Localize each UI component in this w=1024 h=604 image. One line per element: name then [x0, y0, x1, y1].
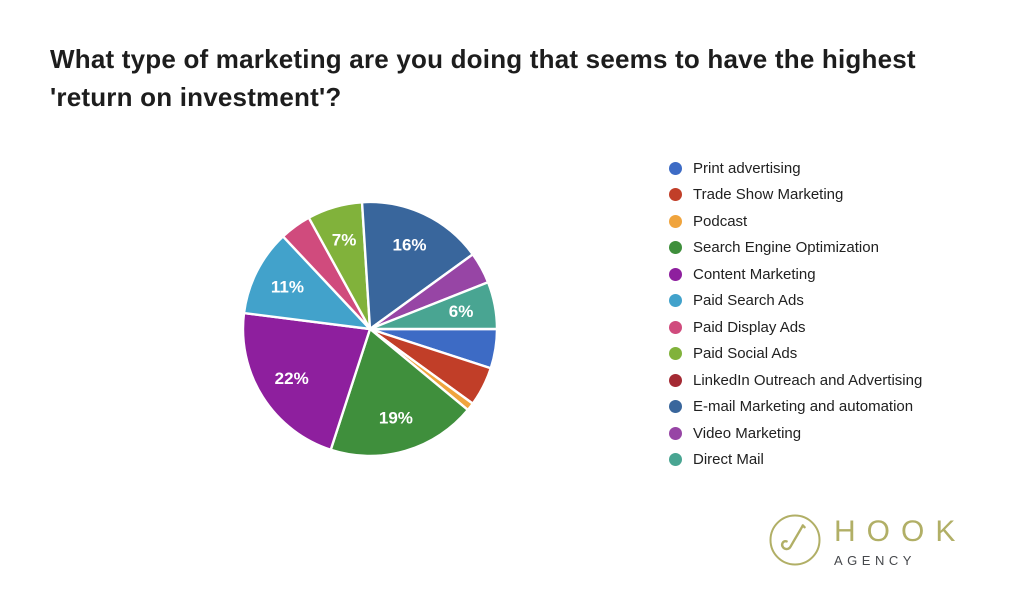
legend-item: Search Engine Optimization [669, 235, 922, 262]
legend-swatch-icon [669, 241, 682, 255]
pie-slice-percent-label: 11% [271, 277, 304, 296]
pie-chart-svg: 19% 22% 11% 7% 16% 6% [241, 200, 499, 458]
legend-item: Paid Social Ads [669, 341, 922, 368]
legend-item: Paid Search Ads [669, 288, 922, 315]
legend-swatch-icon [669, 426, 682, 440]
pie-slice [241, 311, 372, 451]
pie-slice-percent-label: 22% [275, 369, 309, 388]
legend-swatch-icon [669, 373, 682, 387]
legend-item-label: LinkedIn Outreach and Advertising [693, 371, 923, 389]
legend-item-label: Direct Mail [693, 451, 764, 469]
pie-slice-percent-label: 7% [332, 231, 357, 250]
pie-slice [329, 327, 470, 458]
logo-sub-text: AGENCY [834, 553, 916, 568]
pie-chart: 19% 22% 11% 7% 16% 6% [230, 189, 510, 469]
legend-item: Trade Show Marketing [669, 182, 922, 209]
legend-item-label: Content Marketing [693, 265, 816, 283]
legend-item: Direct Mail [669, 447, 922, 474]
legend-swatch-icon [669, 188, 682, 202]
chart-legend: Print advertising Trade Show Marketing Pod… [669, 155, 922, 473]
legend-item-label: Paid Social Ads [693, 345, 798, 363]
legend-swatch-icon [669, 453, 682, 467]
legend-item-label: Paid Search Ads [693, 292, 804, 310]
legend-swatch-icon [669, 161, 682, 175]
legend-item-label: Video Marketing [693, 424, 802, 442]
pie-slice [242, 235, 372, 331]
legend-item-label: Print advertising [693, 159, 801, 177]
legend-swatch-icon [669, 320, 682, 334]
legend-item: LinkedIn Outreach and Advertising [669, 367, 922, 394]
legend-swatch-icon [669, 400, 682, 414]
legend-item: Video Marketing [669, 420, 922, 447]
pie-slice-percent-label: 19% [379, 409, 413, 428]
legend-item: Paid Display Ads [669, 314, 922, 341]
logo-brand-text: HOOK [834, 515, 967, 548]
legend-item: E-mail Marketing and automation [669, 394, 922, 421]
pie-slice [368, 281, 499, 331]
legend-swatch-icon [669, 214, 682, 228]
hook-icon [769, 514, 821, 566]
legend-item-label: Podcast [693, 212, 748, 230]
legend-item-label: Paid Display Ads [693, 318, 806, 336]
legend-swatch-icon [669, 294, 682, 308]
pie-slice-percent-label: 6% [449, 302, 474, 321]
legend-item: Podcast [669, 208, 922, 235]
legend-item: Print advertising [669, 155, 922, 182]
legend-item-label: Trade Show Marketing [693, 186, 844, 204]
legend-item: Content Marketing [669, 261, 922, 288]
legend-swatch-icon [669, 347, 682, 361]
legend-item-label: E-mail Marketing and automation [693, 398, 914, 416]
chart-title: What type of marketing are you doing tha… [50, 44, 916, 112]
legend-item-label: Search Engine Optimization [693, 239, 879, 257]
hook-agency-logo: HOOK AGENCY [768, 511, 978, 591]
legend-swatch-icon [669, 267, 682, 281]
pie-slice-percent-label: 16% [392, 236, 426, 255]
pie-slice [360, 200, 474, 331]
